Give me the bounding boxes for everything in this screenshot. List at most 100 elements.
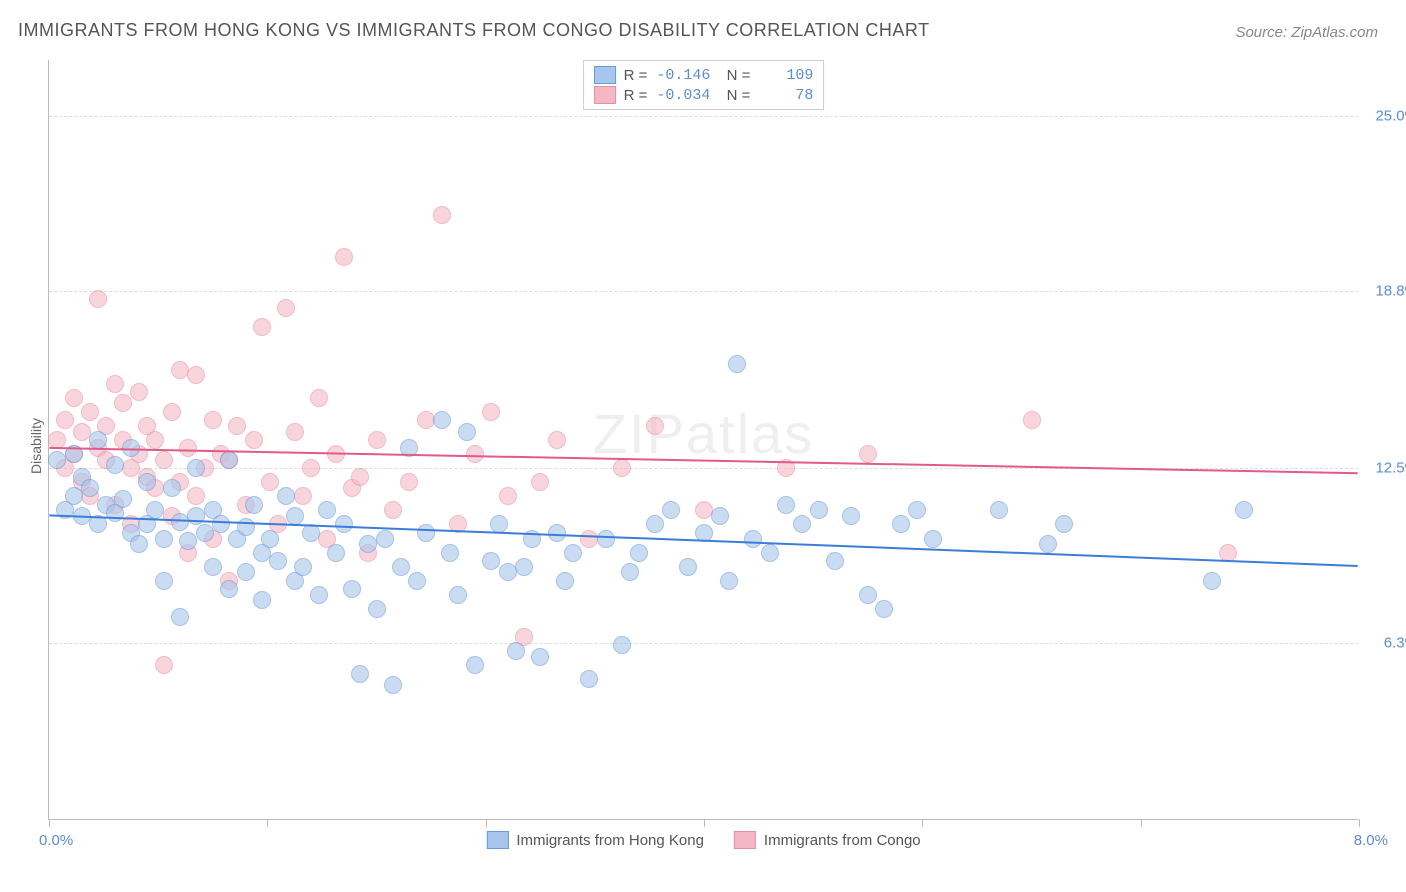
scatter-point xyxy=(384,501,402,519)
scatter-point xyxy=(761,544,779,562)
scatter-point xyxy=(744,530,762,548)
gridline xyxy=(49,468,1358,469)
scatter-point xyxy=(1023,411,1041,429)
x-tick xyxy=(267,819,268,827)
scatter-point xyxy=(318,501,336,519)
series-legend-label: Immigrants from Hong Kong xyxy=(516,832,704,849)
scatter-point xyxy=(204,558,222,576)
scatter-point xyxy=(646,417,664,435)
scatter-point xyxy=(179,532,197,550)
legend-row: R =-0.146 N =109 xyxy=(594,65,814,85)
x-tick xyxy=(922,819,923,827)
legend-swatch xyxy=(734,831,756,849)
scatter-point xyxy=(163,403,181,421)
scatter-point xyxy=(515,558,533,576)
scatter-point xyxy=(351,468,369,486)
scatter-point xyxy=(343,580,361,598)
chart-container: IMMIGRANTS FROM HONG KONG VS IMMIGRANTS … xyxy=(0,0,1406,892)
scatter-point xyxy=(564,544,582,562)
scatter-point xyxy=(187,459,205,477)
gridline xyxy=(49,643,1358,644)
scatter-point xyxy=(990,501,1008,519)
scatter-point xyxy=(482,552,500,570)
scatter-point xyxy=(89,431,107,449)
scatter-point xyxy=(277,487,295,505)
scatter-point xyxy=(294,558,312,576)
correlation-legend: R =-0.146 N =109R =-0.034 N =78 xyxy=(583,60,825,110)
scatter-point xyxy=(327,445,345,463)
scatter-point xyxy=(73,507,91,525)
scatter-point xyxy=(171,513,189,531)
scatter-point xyxy=(48,451,66,469)
scatter-point xyxy=(179,439,197,457)
scatter-point xyxy=(392,558,410,576)
scatter-point xyxy=(793,515,811,533)
scatter-point xyxy=(130,535,148,553)
x-tick xyxy=(1141,819,1142,827)
scatter-point xyxy=(220,580,238,598)
scatter-point xyxy=(384,676,402,694)
scatter-point xyxy=(114,490,132,508)
scatter-point xyxy=(630,544,648,562)
scatter-point xyxy=(269,552,287,570)
scatter-point xyxy=(646,515,664,533)
x-tick xyxy=(49,819,50,827)
scatter-point xyxy=(679,558,697,576)
scatter-point xyxy=(212,515,230,533)
series-legend-item: Immigrants from Hong Kong xyxy=(486,831,704,849)
scatter-point xyxy=(695,524,713,542)
scatter-point xyxy=(155,451,173,469)
scatter-point xyxy=(458,423,476,441)
scatter-point xyxy=(548,431,566,449)
series-legend-item: Immigrants from Congo xyxy=(734,831,921,849)
y-axis-label: Disability xyxy=(28,418,44,474)
scatter-point xyxy=(368,600,386,618)
scatter-point xyxy=(531,648,549,666)
scatter-point xyxy=(548,524,566,542)
scatter-point xyxy=(155,656,173,674)
scatter-point xyxy=(531,473,549,491)
scatter-point xyxy=(261,473,279,491)
scatter-point xyxy=(220,451,238,469)
scatter-point xyxy=(482,403,500,421)
scatter-point xyxy=(720,572,738,590)
legend-r-label: R = xyxy=(624,67,648,84)
scatter-point xyxy=(1039,535,1057,553)
y-tick-label: 12.5% xyxy=(1375,460,1406,477)
scatter-point xyxy=(89,515,107,533)
scatter-point xyxy=(196,524,214,542)
source-label: Source: ZipAtlas.com xyxy=(1235,24,1378,41)
scatter-point xyxy=(441,544,459,562)
scatter-point xyxy=(466,445,484,463)
plot-area: ZIPatlas R =-0.146 N =109R =-0.034 N =78… xyxy=(48,60,1358,820)
scatter-point xyxy=(449,586,467,604)
scatter-point xyxy=(417,411,435,429)
scatter-point xyxy=(106,375,124,393)
legend-swatch xyxy=(594,86,616,104)
scatter-point xyxy=(187,487,205,505)
scatter-point xyxy=(728,355,746,373)
scatter-point xyxy=(286,423,304,441)
legend-n-label: N = xyxy=(718,67,750,84)
scatter-point xyxy=(924,530,942,548)
scatter-point xyxy=(138,473,156,491)
scatter-point xyxy=(597,530,615,548)
legend-n-label: N = xyxy=(718,87,750,104)
y-tick-label: 18.8% xyxy=(1375,282,1406,299)
legend-swatch xyxy=(594,66,616,84)
scatter-point xyxy=(417,524,435,542)
scatter-point xyxy=(237,563,255,581)
scatter-point xyxy=(810,501,828,519)
legend-r-label: R = xyxy=(624,87,648,104)
scatter-point xyxy=(310,586,328,604)
scatter-point xyxy=(48,431,66,449)
scatter-point xyxy=(466,656,484,674)
scatter-point xyxy=(433,411,451,429)
scatter-point xyxy=(711,507,729,525)
scatter-point xyxy=(580,530,598,548)
scatter-point xyxy=(261,530,279,548)
scatter-point xyxy=(187,366,205,384)
scatter-point xyxy=(228,417,246,435)
x-axis-max-label: 8.0% xyxy=(1354,832,1388,849)
legend-r-value: -0.034 xyxy=(655,87,710,104)
